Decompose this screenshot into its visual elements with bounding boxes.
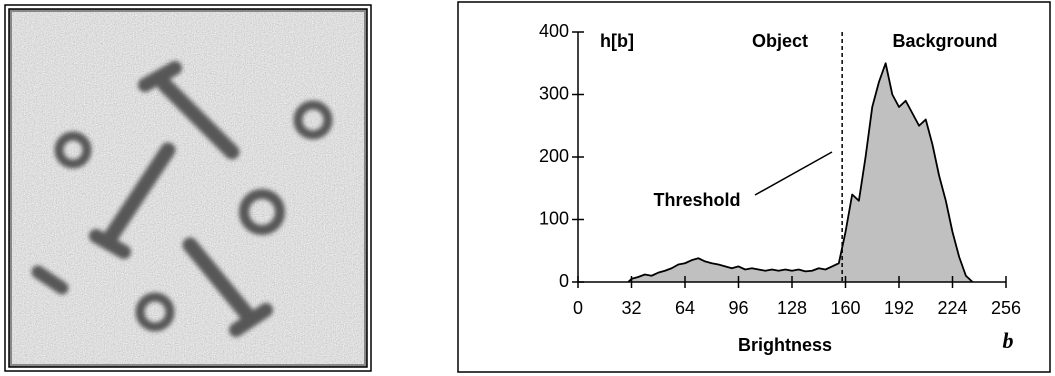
bolt-shaft [102,142,176,246]
x-tick-label: 0 [573,298,583,318]
x-tick-label: 224 [937,298,967,318]
x-tick-label: 128 [777,298,807,318]
annotation: Threshold [653,190,740,210]
y-tick-label: 300 [539,83,569,103]
bolt-head [229,303,273,337]
blob [31,265,69,295]
annotation: Object [752,31,808,51]
ring [135,292,175,332]
y-axis-label: h[b] [600,31,634,51]
chart-frame [457,1,1051,373]
y-tick-label: 400 [539,21,569,41]
x-tick-label: 192 [884,298,914,318]
ring [293,100,333,140]
x-tick-label: 64 [675,298,695,318]
annotation-pointer [754,151,833,196]
x-tick-label: 256 [991,298,1021,318]
y-tick-label: 100 [539,208,569,228]
histogram-area [627,62,974,283]
y-tick-label: 200 [539,146,569,166]
y-tick-label: 0 [559,271,569,291]
bolt-shaft [182,237,258,326]
x-axis-symbol: b [1003,328,1014,353]
ring [239,189,285,235]
bolt-shaft [157,77,240,160]
bolt-head [89,229,131,259]
x-tick-label: 96 [728,298,748,318]
x-tick-label: 160 [830,298,860,318]
ring [54,131,92,169]
sample-image [4,4,372,372]
x-tick-label: 32 [621,298,641,318]
x-axis-label: Brightness [738,335,832,355]
annotation: Background [892,31,997,51]
bolt-head [138,61,182,92]
noise-background [12,12,364,364]
